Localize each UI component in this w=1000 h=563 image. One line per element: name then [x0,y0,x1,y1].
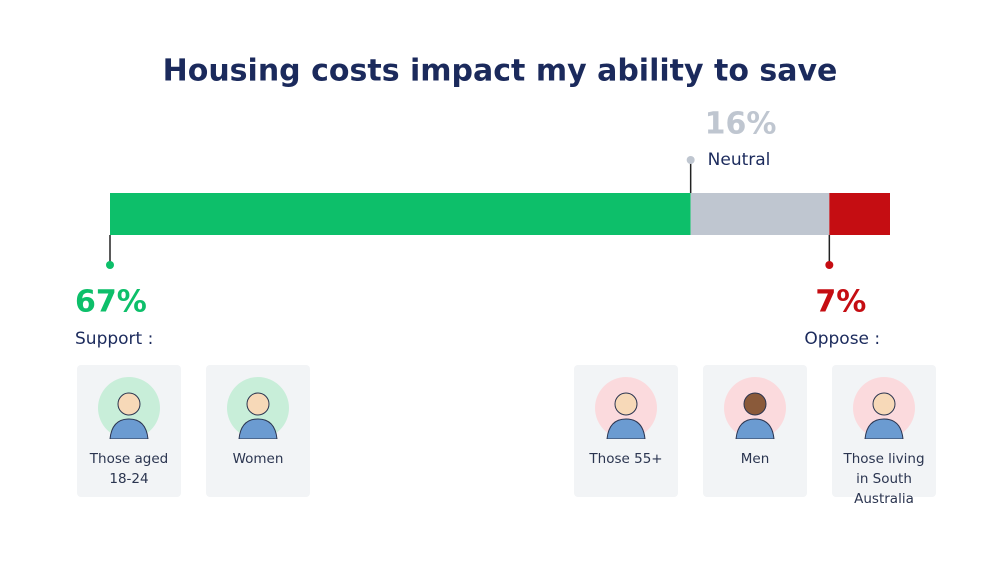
group-card: Women [206,365,310,497]
legend-label: Oppose : [804,329,880,349]
bar-segment [690,193,830,235]
group-card: Those 55+ [574,365,678,497]
bar-segment [829,193,890,235]
callout-dot [106,261,114,269]
callout-dot [825,261,834,269]
chart-title: Housing costs impact my ability to save [163,54,838,89]
avatar [724,377,786,439]
value-label: 16% [705,107,777,142]
group-card: Those living in South Australia [832,365,936,507]
legend-label: Support : [75,329,153,349]
group-label: Those living in South Australia [843,451,925,507]
avatar [595,377,657,439]
group-label: Men [740,451,770,467]
avatar-head [872,392,896,416]
avatar-head [614,392,638,416]
callout-dot [686,156,695,164]
avatar-body [864,418,904,439]
avatar [853,377,915,439]
bar-segment [110,193,691,235]
group-card: Those aged 18-24 [77,365,181,497]
legend-label: Neutral [708,150,771,170]
avatar-body [606,418,646,439]
group-label: Those 55+ [589,451,663,467]
avatar-head [743,392,767,416]
avatar-head [246,392,270,416]
group-label: Those aged 18-24 [89,451,169,487]
avatar [227,377,289,439]
avatar [98,377,160,439]
group-card: Men [703,365,807,497]
avatar-body [735,418,775,439]
value-label: 67% [75,285,147,320]
group-label: Women [232,451,284,467]
avatar-body [238,418,278,439]
value-label: 7% [815,285,866,320]
avatar-body [109,418,149,439]
avatar-head [117,392,141,416]
